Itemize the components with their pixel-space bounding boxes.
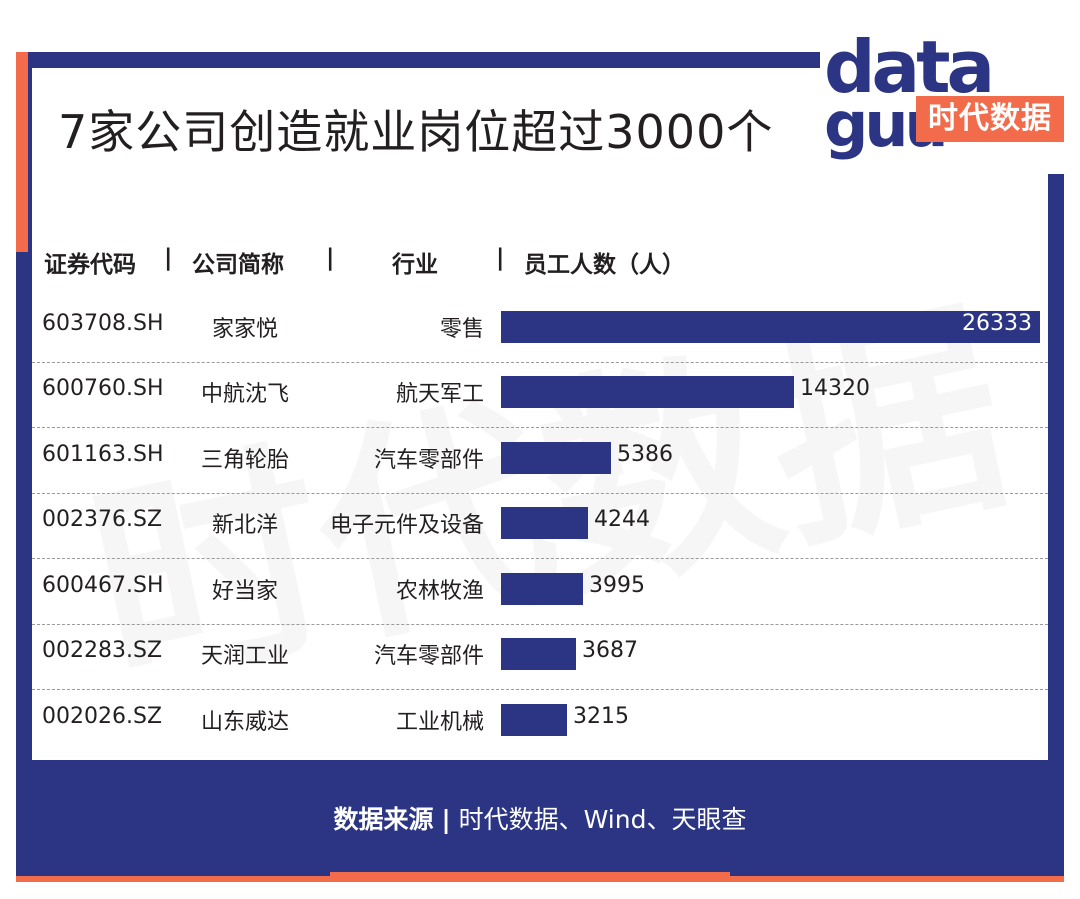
logo-word-top: data <box>824 25 991 109</box>
row-code: 002026.SZ <box>42 703 163 729</box>
col-header-employees: 员工人数（人） <box>524 252 685 278</box>
row-code: 002283.SZ <box>42 638 163 664</box>
frame-top-border <box>16 52 1064 68</box>
row-code: 601163.SH <box>42 441 164 467</box>
row-code: 600760.SH <box>42 376 164 402</box>
datagoo-logo-icon: data guu <box>820 14 1070 174</box>
row-code: 600467.SH <box>42 572 164 598</box>
row-industry: 汽车零部件 <box>373 644 484 670</box>
col-separator: | <box>496 245 505 271</box>
row-divider <box>32 623 1048 625</box>
row-divider <box>32 558 1048 559</box>
row-industry: 电子元件及设备 <box>329 513 484 539</box>
employee-bar <box>501 572 583 605</box>
source-line: 数据来源 | 时代数据、Wind、天眼查 <box>16 800 1064 836</box>
bar-value-label: 3995 <box>589 572 645 598</box>
col-header-industry: 行业 <box>392 252 438 278</box>
row-name: 家家悦 <box>211 316 278 342</box>
frame-left-accent <box>16 52 28 252</box>
page-title: 7家公司创造就业岗位超过3000个 <box>58 105 774 159</box>
col-separator: | <box>326 245 335 271</box>
col-header-name: 公司简称 <box>192 252 284 278</box>
row-industry: 零售 <box>439 316 484 342</box>
employee-bar <box>501 507 588 540</box>
col-header-code: 证券代码 <box>44 252 136 278</box>
row-industry: 农林牧渔 <box>395 578 484 604</box>
row-divider <box>32 361 1048 363</box>
logo-brand-text: 时代数据 <box>916 96 1064 142</box>
bar-value-label: 3215 <box>573 703 629 729</box>
row-divider <box>32 427 1048 428</box>
source-text: 时代数据、Wind、天眼查 <box>458 805 747 834</box>
employee-bar <box>501 441 611 474</box>
row-name: 天润工业 <box>200 644 289 670</box>
frame-right-border <box>1048 52 1064 822</box>
bar-value-label: 3687 <box>582 638 638 664</box>
row-name: 新北洋 <box>211 513 278 539</box>
employee-bar <box>501 703 567 736</box>
bar-value-label: 14320 <box>800 376 870 402</box>
row-industry: 航天军工 <box>395 382 484 408</box>
row-code: 002376.SZ <box>42 507 163 533</box>
row-name: 中航沈飞 <box>200 382 289 408</box>
employee-bar <box>501 310 1040 343</box>
source-label: 数据来源 <box>333 805 434 834</box>
row-industry: 工业机械 <box>395 709 484 735</box>
bar-value-label: 26333 <box>962 310 1032 336</box>
row-industry: 汽车零部件 <box>373 447 484 473</box>
col-separator: | <box>164 245 173 271</box>
row-code: 603708.SH <box>42 310 164 336</box>
footer <box>16 760 1064 882</box>
row-divider <box>32 492 1048 494</box>
employee-bar <box>501 638 576 671</box>
row-name: 好当家 <box>211 578 278 604</box>
employee-bar <box>501 376 794 409</box>
row-name: 山东威达 <box>200 709 289 735</box>
bar-value-label: 5386 <box>617 441 673 467</box>
row-name: 三角轮胎 <box>200 447 289 473</box>
bar-value-label: 4244 <box>594 507 650 533</box>
source-separator: | <box>441 805 451 834</box>
row-divider <box>32 689 1048 690</box>
footer-center-accent <box>330 872 730 882</box>
